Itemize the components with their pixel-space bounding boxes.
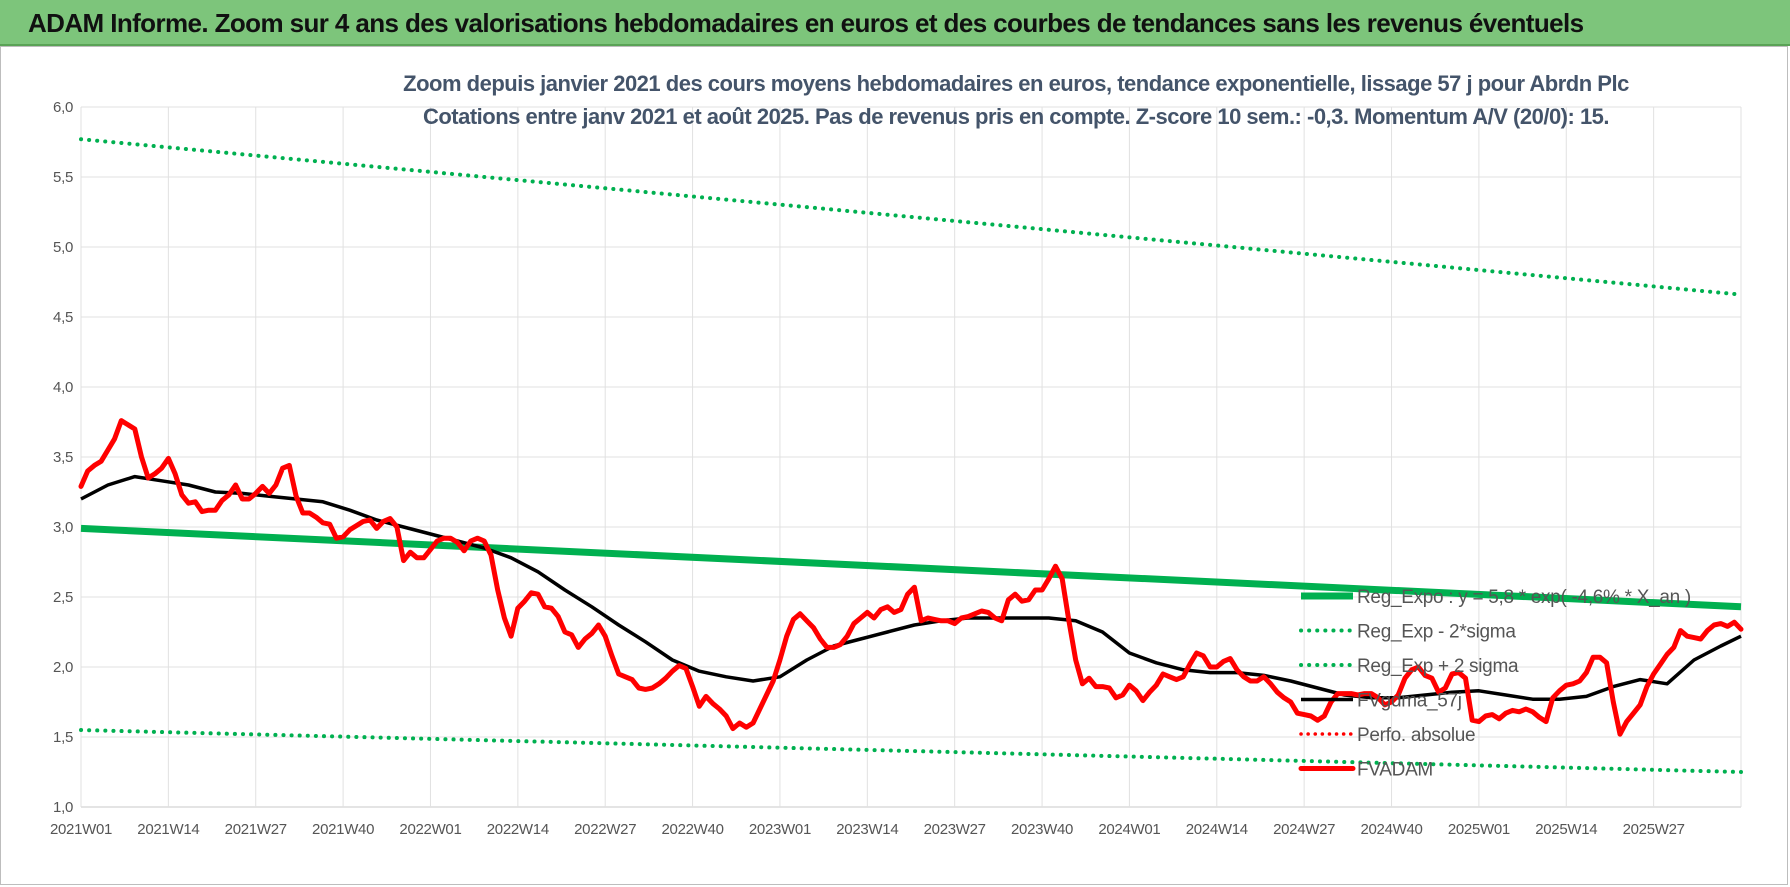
legend-label-high: Reg_Exp + 2 sigma bbox=[1357, 656, 1519, 677]
y-tick-label: 5,0 bbox=[53, 239, 73, 256]
series-reg bbox=[80, 524, 1742, 611]
x-tick-label: 2021W14 bbox=[137, 821, 199, 838]
y-tick-label: 1,0 bbox=[53, 799, 73, 816]
y-tick-label: 4,0 bbox=[53, 379, 73, 396]
legend: Reg_Expo : y = 5,8 * exp( -4,6% * X_an )… bbox=[1298, 587, 1691, 781]
y-tick-label: 2,5 bbox=[53, 589, 73, 606]
series-lines bbox=[78, 137, 1744, 774]
x-tick-label: 2022W01 bbox=[399, 821, 461, 838]
y-tick-label: 2,0 bbox=[53, 659, 73, 676]
x-tick-label: 2023W40 bbox=[1011, 821, 1073, 838]
series-price bbox=[78, 418, 1744, 737]
x-tick-label: 2025W01 bbox=[1448, 821, 1510, 838]
x-tick-label: 2025W14 bbox=[1535, 821, 1597, 838]
x-tick-label: 2021W27 bbox=[225, 821, 287, 838]
x-tick-label: 2025W27 bbox=[1623, 821, 1685, 838]
chart-area: 1,0 1,5 2,0 2,5 3,0 3,5 4,0 4,5 5,0 5,5 6,0 2021W0… bbox=[50, 71, 1744, 838]
x-tick-label: 2024W01 bbox=[1098, 821, 1160, 838]
x-tick-label: 2023W27 bbox=[924, 821, 986, 838]
legend-label-smooth: FVgdma_57j bbox=[1357, 691, 1462, 712]
page-title: ADAM Informe. Zoom sur 4 ans des valoris… bbox=[28, 8, 1584, 38]
chart-frame: 1,0 1,5 2,0 2,5 3,0 3,5 4,0 4,5 5,0 5,5 6,0 2021W0… bbox=[0, 46, 1788, 885]
series-high bbox=[79, 137, 1743, 297]
chart-subtitle-line2: Cotations entre janv 2021 et août 2025. … bbox=[423, 104, 1609, 129]
x-tick-label: 2024W40 bbox=[1360, 821, 1422, 838]
x-tick-label: 2023W01 bbox=[749, 821, 811, 838]
series-low bbox=[79, 728, 1743, 774]
y-tick-label: 3,5 bbox=[53, 449, 73, 466]
x-tick-label: 2023W14 bbox=[836, 821, 898, 838]
x-tick-label: 2024W14 bbox=[1186, 821, 1248, 838]
chart-subtitle-line1: Zoom depuis janvier 2021 des cours moyen… bbox=[403, 71, 1629, 96]
x-tick-label: 2021W01 bbox=[50, 821, 112, 838]
y-tick-label: 5,5 bbox=[53, 169, 73, 186]
x-tick-label: 2024W27 bbox=[1273, 821, 1335, 838]
x-tick-label: 2022W14 bbox=[487, 821, 549, 838]
y-tick-label: 1,5 bbox=[53, 729, 73, 746]
gridlines bbox=[80, 106, 1742, 808]
y-tick-label: 6,0 bbox=[53, 99, 73, 116]
legend-label-price: FVADAM bbox=[1357, 760, 1433, 781]
y-tick-label: 3,0 bbox=[53, 519, 73, 536]
x-tick-label: 2022W40 bbox=[662, 821, 724, 838]
x-tick-label: 2021W40 bbox=[312, 821, 374, 838]
x-axis-labels: 2021W01 2021W14 2021W27 2021W40 2022W01 2022W… bbox=[50, 821, 1685, 838]
header-banner: ADAM Informe. Zoom sur 4 ans des valoris… bbox=[0, 0, 1790, 46]
legend-label-low: Reg_Exp - 2*sigma bbox=[1357, 622, 1516, 643]
y-axis-labels: 1,0 1,5 2,0 2,5 3,0 3,5 4,0 4,5 5,0 5,5 6,0 bbox=[53, 99, 73, 816]
y-tick-label: 4,5 bbox=[53, 309, 73, 326]
legend-label-perfo: Perfo. absolue bbox=[1357, 725, 1475, 746]
x-tick-label: 2022W27 bbox=[574, 821, 636, 838]
legend-label-reg: Reg_Expo : y = 5,8 * exp( -4,6% * X_an ) bbox=[1357, 587, 1691, 608]
